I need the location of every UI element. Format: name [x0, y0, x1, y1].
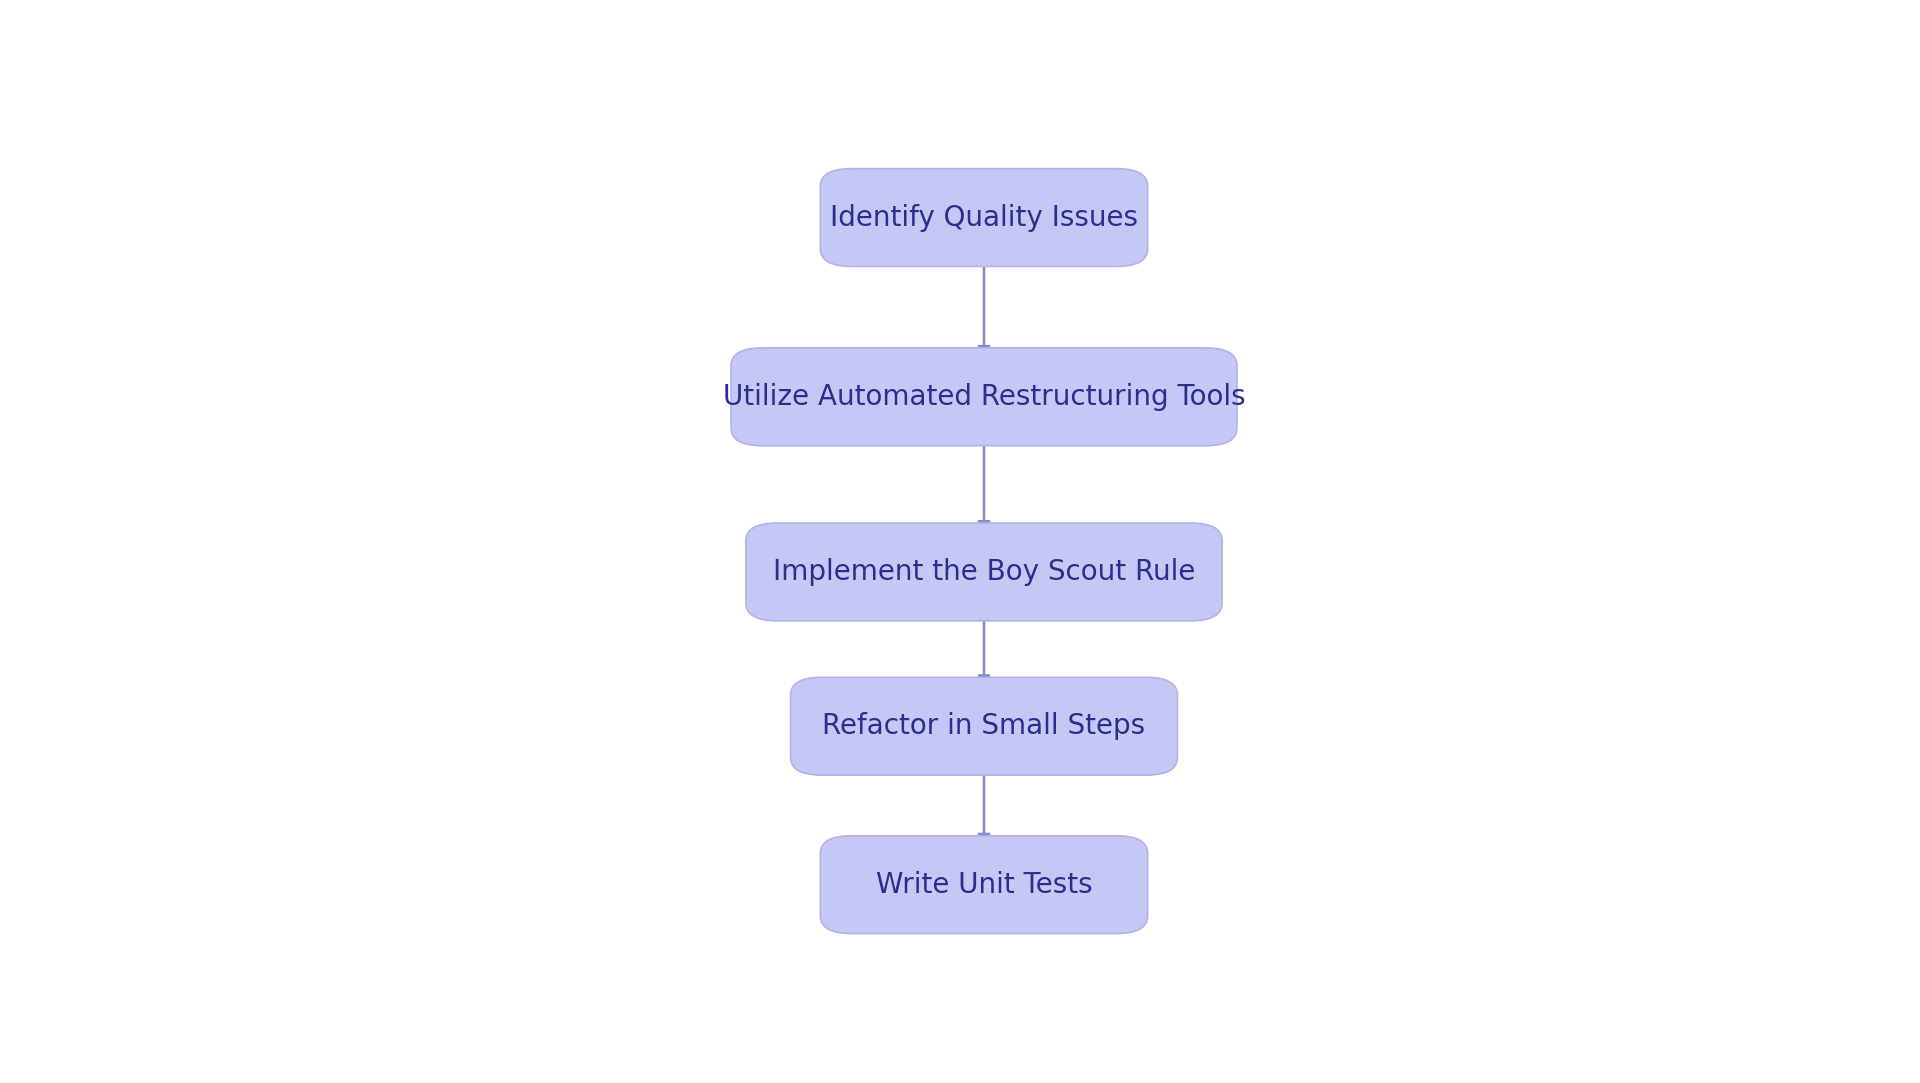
FancyBboxPatch shape — [820, 169, 1148, 266]
Text: Write Unit Tests: Write Unit Tests — [876, 871, 1092, 899]
Text: Refactor in Small Steps: Refactor in Small Steps — [822, 713, 1146, 740]
FancyBboxPatch shape — [732, 348, 1236, 446]
Text: Utilize Automated Restructuring Tools: Utilize Automated Restructuring Tools — [722, 382, 1246, 410]
Text: Implement the Boy Scout Rule: Implement the Boy Scout Rule — [774, 558, 1194, 586]
FancyBboxPatch shape — [745, 523, 1221, 621]
Text: Identify Quality Issues: Identify Quality Issues — [829, 204, 1139, 232]
FancyBboxPatch shape — [820, 836, 1148, 934]
FancyBboxPatch shape — [791, 677, 1177, 775]
